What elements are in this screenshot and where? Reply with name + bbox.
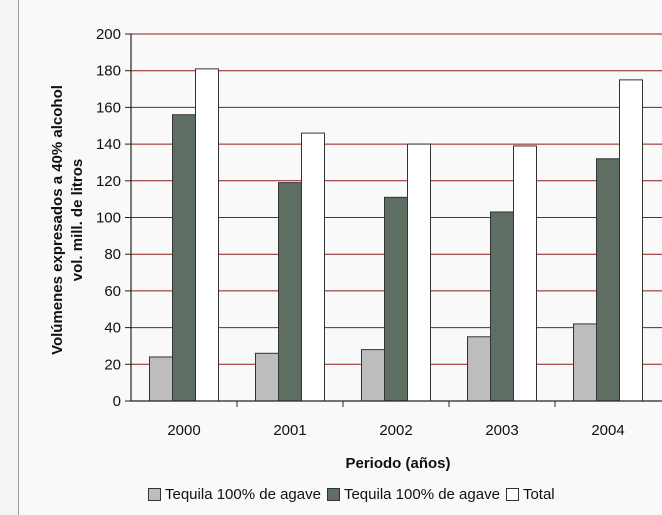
x-tick-label-2003: 2003 xyxy=(485,422,518,439)
bar-series-3-2001 xyxy=(301,132,325,402)
bar-series-1-2002 xyxy=(361,349,385,402)
bar-series-2-2000 xyxy=(172,114,196,402)
bar-series-2-2004 xyxy=(596,158,620,402)
legend-label-series-3: Total xyxy=(522,486,555,503)
bar-series-2-2003 xyxy=(490,211,514,402)
legend-item-series-3: Total xyxy=(505,486,555,503)
y-axis-title-line-2: vol. mill. de litros xyxy=(69,159,86,282)
y-tick-label-120: 120 xyxy=(96,173,121,190)
y-tick-label-60: 60 xyxy=(104,283,121,300)
x-axis-title: Periodo (años) xyxy=(345,455,450,472)
y-tick-labels: 0 20 40 60 80 100 120 140 160 180 200 xyxy=(96,26,121,410)
y-tick-label-200: 200 xyxy=(96,26,121,43)
chart-frame xyxy=(18,0,662,515)
bar-series-2-2001 xyxy=(278,182,302,402)
x-tick-label-2001: 2001 xyxy=(273,422,306,439)
bar-series-1-2004 xyxy=(573,323,597,402)
y-tick-label-40: 40 xyxy=(104,320,121,337)
bar-series-1-2003 xyxy=(467,336,491,402)
legend-swatch-series-3 xyxy=(505,488,519,501)
bars xyxy=(149,68,643,402)
bar-series-3-2004 xyxy=(619,79,643,402)
y-tick-label-0: 0 xyxy=(113,393,121,410)
bar-series-3-2002 xyxy=(407,143,431,402)
legend-swatch-series-1 xyxy=(148,488,161,501)
x-tick-label-2004: 2004 xyxy=(591,422,624,439)
x-tick-label-2000: 2000 xyxy=(167,422,200,439)
bar-series-1-2001 xyxy=(255,352,279,402)
y-tick-label-180: 180 xyxy=(96,63,121,80)
legend-label-series-2: Tequila 100% de agave xyxy=(343,486,500,503)
legend: Tequila 100% de agave Tequila 100% de ag… xyxy=(148,486,561,503)
bar-series-3-2000 xyxy=(195,68,219,402)
bar-series-1-2000 xyxy=(149,356,173,402)
bar-series-2-2002 xyxy=(384,196,408,402)
x-tick-label-2002: 2002 xyxy=(379,422,412,439)
legend-item-series-2: Tequila 100% de agave xyxy=(326,486,500,503)
legend-item-series-1: Tequila 100% de agave xyxy=(148,486,321,503)
x-tick-labels: 2000 2001 2002 2003 2004 xyxy=(167,422,624,439)
bar-series-3-2003 xyxy=(513,145,537,402)
y-tick-label-100: 100 xyxy=(96,210,121,227)
y-tick-label-140: 140 xyxy=(96,136,121,153)
axes xyxy=(125,33,662,407)
legend-swatch-series-2 xyxy=(326,488,340,501)
y-tick-label-80: 80 xyxy=(104,246,121,263)
y-tick-label-160: 160 xyxy=(96,99,121,116)
y-tick-label-20: 20 xyxy=(104,356,121,373)
y-axis-title-line-1: Volúmenes expresados a 40% alcohol xyxy=(49,85,66,355)
legend-label-series-1: Tequila 100% de agave xyxy=(165,486,321,503)
